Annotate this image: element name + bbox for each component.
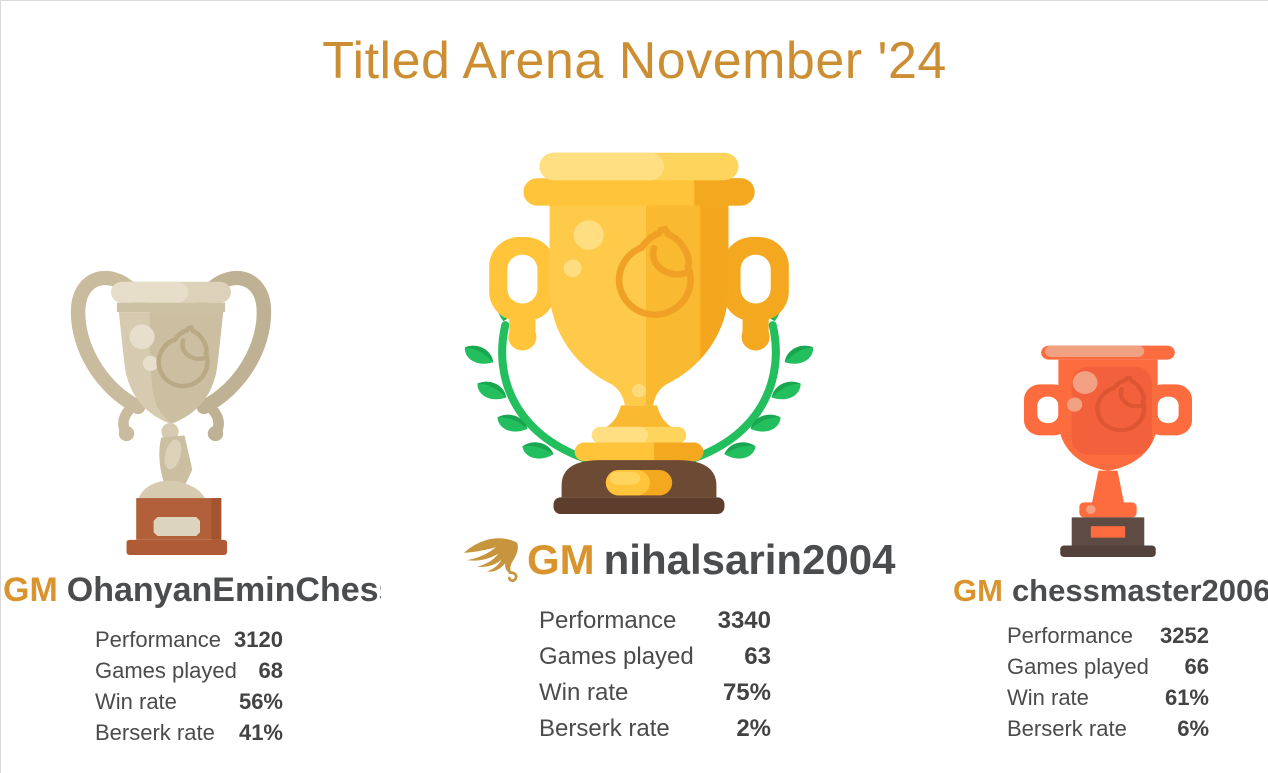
stat-label: Games played [1007, 654, 1149, 679]
stat-value: 41% [238, 720, 283, 745]
player-username: nihalsarin2004 [603, 535, 896, 583]
bronze-trophy [1003, 335, 1213, 557]
stat-value: 68 [258, 658, 283, 683]
player-link-third[interactable]: GM chessmaster2006 [953, 573, 1268, 609]
stat-value: 75% [722, 679, 771, 706]
stat-label: Performance [95, 627, 221, 652]
stat-row: Games played 68 [95, 655, 283, 686]
stat-value: 3340 [717, 607, 771, 634]
stat-label: Win rate [95, 689, 177, 714]
stat-label: Win rate [1007, 685, 1089, 710]
stat-row: Performance 3252 [1007, 620, 1209, 651]
stat-value: 66 [1184, 654, 1209, 679]
bronze-trophy-icon [1024, 345, 1192, 557]
stat-label: Games played [539, 643, 694, 670]
stat-value: 61% [1164, 685, 1209, 710]
stat-label: Performance [1007, 623, 1133, 648]
gold-trophy-icon [460, 152, 825, 515]
laurel-branch [460, 288, 588, 464]
player-link-second[interactable]: GMOhanyanEminChess… [3, 571, 381, 610]
player-title-badge: GM [3, 571, 58, 609]
player-username: chessmaster2006 [1011, 573, 1268, 608]
stat-row: Games played 63 [539, 639, 771, 675]
stat-row: Performance 3340 [539, 603, 771, 639]
stat-value: 63 [744, 643, 771, 670]
stat-row: Win rate 56% [95, 686, 283, 717]
stat-label: Berserk rate [95, 720, 215, 745]
tournament-title: Titled Arena November '24 [322, 32, 947, 90]
stat-row: Games played 66 [1007, 651, 1209, 682]
stat-row: Berserk rate 6% [1007, 713, 1209, 744]
stat-row: Win rate 75% [539, 675, 771, 711]
gold-trophy [453, 143, 825, 515]
stat-value: 56% [238, 689, 283, 714]
stat-value: 6% [1177, 716, 1209, 741]
stats-second-place: Performance 3120 Games played 68 Win rat… [95, 624, 283, 748]
stat-label: Performance [539, 607, 677, 634]
stat-row: Win rate 61% [1007, 682, 1209, 713]
stat-value: 2% [736, 715, 771, 742]
stat-row: Berserk rate 2% [539, 711, 771, 747]
stat-row: Berserk rate 41% [95, 717, 283, 748]
silver-trophy-icon [70, 270, 272, 555]
stats-first-place: Performance 3340 Games played 63 Win rat… [539, 603, 771, 747]
stat-label: Berserk rate [1007, 716, 1127, 741]
stat-label: Games played [95, 658, 237, 683]
stat-value: 3120 [234, 627, 283, 652]
player-title-badge: GM [527, 535, 595, 583]
stat-label: Win rate [539, 679, 629, 706]
player-title-badge: GM [953, 573, 1003, 608]
stat-value: 3252 [1160, 623, 1209, 648]
stat-row: Performance 3120 [95, 624, 283, 655]
silver-trophy [55, 259, 287, 555]
stats-third-place: Performance 3252 Games played 66 Win rat… [1007, 620, 1209, 744]
player-link-first[interactable]: GM nihalsarin2004 [459, 535, 895, 584]
stat-label: Berserk rate [539, 715, 670, 742]
patron-wing-icon [459, 535, 519, 584]
player-username: OhanyanEminChess… [66, 571, 381, 609]
